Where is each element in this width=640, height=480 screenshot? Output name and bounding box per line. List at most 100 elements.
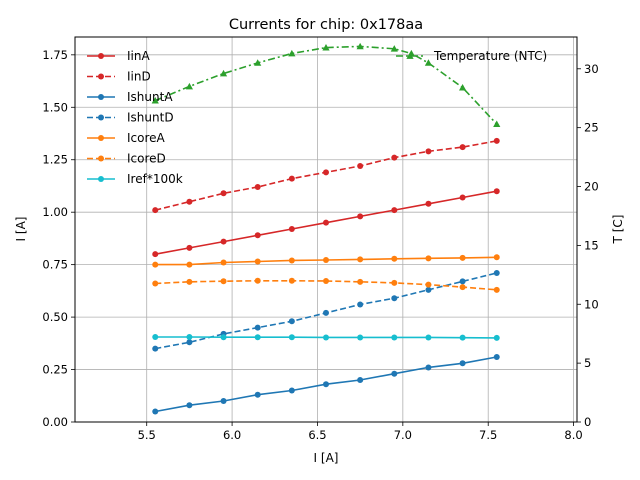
data-point: [186, 244, 193, 251]
data-point: [288, 175, 295, 182]
data-point: [322, 43, 330, 51]
data-point: [458, 84, 467, 91]
data-point: [424, 59, 433, 66]
legend-marker: [98, 94, 104, 100]
data-point: [219, 69, 228, 77]
plot-frame: [74, 36, 578, 423]
data-point: [357, 278, 364, 285]
data-point: [459, 254, 466, 261]
x-axis: 5.5 6.0 6.5 7.0 7.5 8.0: [138, 422, 583, 442]
legend-label: IshuntD: [127, 111, 174, 125]
data-point: [459, 284, 466, 291]
data-point: [220, 238, 227, 245]
series-iind: [152, 137, 500, 214]
data-point: [288, 225, 295, 232]
x-tick-label: 6.5: [308, 428, 326, 442]
data-point: [459, 194, 466, 201]
data-point: [425, 286, 432, 293]
data-point: [186, 339, 193, 346]
data-point: [391, 334, 398, 341]
data-point: [390, 45, 398, 52]
data-point: [254, 324, 261, 331]
data-point: [186, 278, 193, 285]
data-point: [152, 261, 159, 268]
legend-item: IshuntD: [87, 111, 174, 125]
data-point: [493, 353, 500, 360]
legend-marker: [98, 155, 104, 162]
legend-marker: [406, 52, 414, 59]
data-point: [493, 334, 500, 341]
y-tick-label: 1.50: [42, 100, 68, 114]
x-axis-label: I [A]: [314, 451, 339, 465]
data-point: [357, 163, 364, 170]
data-point: [254, 334, 261, 341]
chart-title: Currents for chip: 0x178aa: [229, 17, 423, 33]
y-axis-left: 0.00 0.25 0.50 0.75 1.00 1.25 1.50 1.75: [42, 48, 75, 429]
y2-tick-label: 30: [584, 62, 599, 76]
legend-label: IinD: [127, 70, 151, 84]
data-point: [493, 286, 500, 293]
data-point: [357, 213, 364, 220]
data-point: [357, 334, 364, 341]
data-point: [357, 256, 364, 263]
y2-axis-label: T [C]: [611, 215, 625, 245]
data-point: [391, 279, 398, 286]
legend-marker: [98, 135, 104, 141]
legend-currents: IinA IinD IshuntA IshuntD IcoreA IcoreD Iref*1…: [87, 49, 183, 186]
data-point: [254, 184, 261, 191]
x-tick-label: 6.0: [223, 428, 241, 442]
data-point: [391, 207, 398, 214]
data-point: [186, 334, 193, 341]
data-point: [323, 334, 329, 341]
legend-item: IshuntA: [87, 90, 173, 104]
data-point: [186, 198, 193, 205]
legend-marker: [98, 114, 104, 121]
data-point: [152, 207, 159, 214]
legend-label: IinA: [127, 49, 150, 63]
data-point: [425, 364, 432, 371]
data-point: [220, 398, 227, 405]
y-tick-label: 0.00: [42, 415, 68, 429]
series-iref-100k: [152, 334, 500, 341]
y-tick-label: 1.75: [42, 48, 68, 62]
x-tick-label: 8.0: [564, 428, 582, 442]
data-point: [220, 278, 227, 285]
data-point: [459, 278, 466, 285]
data-point: [356, 42, 364, 50]
data-point: [152, 345, 159, 352]
y2-tick-label: 15: [584, 238, 599, 252]
series-icored: [152, 277, 500, 293]
y-axis-label: I [A]: [14, 217, 28, 242]
legend-item: Temperature (NTC): [396, 49, 547, 63]
data-point: [254, 277, 261, 284]
data-point: [493, 254, 500, 261]
data-point: [425, 200, 432, 207]
data-point: [425, 255, 432, 262]
legend-marker: [98, 176, 104, 182]
legend-label: IcoreA: [127, 131, 166, 145]
series-line: [155, 279, 497, 291]
legend-label: IshuntA: [127, 90, 173, 104]
y-tick-label: 1.25: [42, 153, 68, 167]
data-point: [220, 190, 227, 197]
data-point: [254, 59, 262, 66]
series-line: [154, 45, 498, 125]
grid: [75, 37, 577, 423]
x-tick-label: 7.0: [394, 428, 412, 442]
data-point: [323, 381, 329, 388]
y2-tick-label: 20: [584, 180, 599, 194]
data-point: [459, 144, 466, 151]
y-tick-label: 0.25: [42, 363, 68, 377]
y2-tick-label: 0: [584, 415, 591, 429]
legend-item: Iref*100k: [87, 172, 183, 186]
legend-item: IcoreA: [87, 131, 166, 145]
data-point: [425, 148, 432, 155]
data-point: [493, 188, 500, 195]
data-point: [459, 334, 466, 341]
data-point: [357, 377, 364, 384]
data-point: [288, 334, 295, 341]
data-point: [288, 277, 295, 284]
series-iina: [152, 188, 500, 258]
